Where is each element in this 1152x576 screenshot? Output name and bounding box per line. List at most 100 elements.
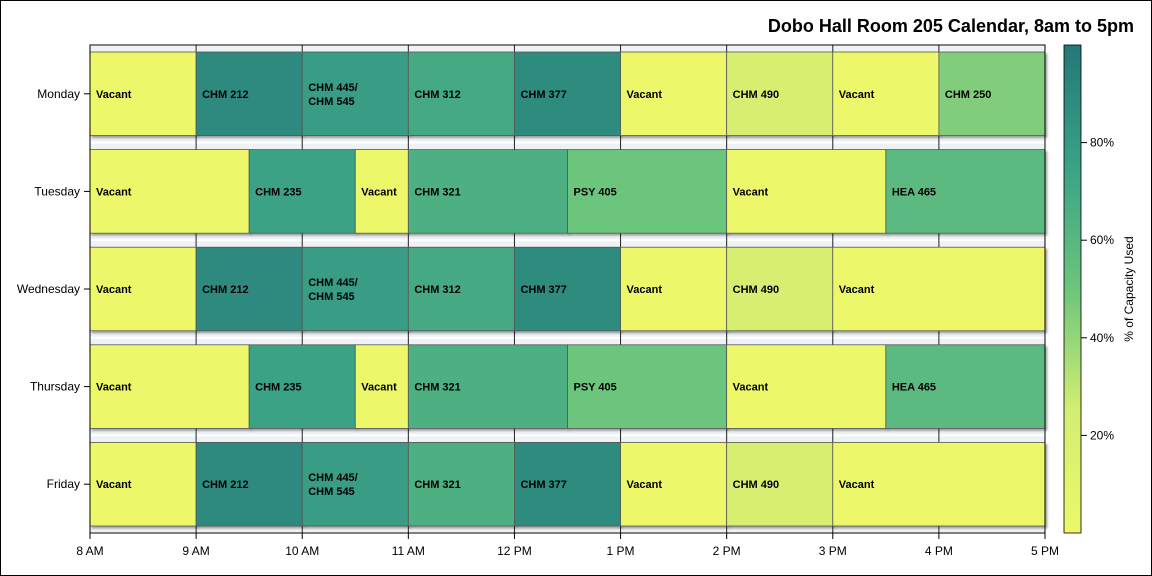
block-label: Vacant — [627, 89, 663, 101]
schedule-block — [726, 51, 834, 136]
y-tick-label: Wednesday — [17, 282, 80, 296]
x-tick-label: 12 PM — [497, 544, 532, 558]
block-label: Vacant — [733, 186, 769, 198]
block-label: Vacant — [733, 382, 769, 394]
schedule-block — [89, 344, 250, 429]
schedule-block — [195, 51, 303, 136]
block-label: CHM 445/CHM 545 — [308, 472, 358, 498]
schedule-block — [301, 246, 409, 332]
band-separator — [90, 336, 1045, 339]
schedule-block — [354, 149, 409, 234]
schedule-block — [89, 246, 197, 332]
block-label: CHM 321 — [414, 186, 460, 198]
colorbar-tick-label: 80% — [1090, 136, 1114, 150]
schedule-block — [885, 344, 1046, 429]
block-label: CHM 250 — [945, 89, 991, 101]
schedule-block — [407, 246, 515, 332]
block-label: Vacant — [361, 186, 397, 198]
x-tick-label: 3 PM — [819, 544, 847, 558]
block-label: Vacant — [627, 284, 663, 296]
schedule-block — [832, 51, 940, 136]
schedule-block — [514, 441, 621, 527]
schedule-block — [567, 344, 728, 429]
colorbar-tick-label: 40% — [1090, 331, 1114, 345]
block-label: Vacant — [96, 89, 132, 101]
block-label: CHM 321 — [414, 479, 460, 491]
block-label: Vacant — [839, 479, 875, 491]
block-label: HEA 465 — [892, 382, 936, 394]
y-tick-label: Friday — [47, 477, 80, 491]
schedule-block — [354, 344, 409, 429]
block-label: CHM 321 — [414, 382, 460, 394]
block-label: Vacant — [361, 382, 397, 394]
schedule-block — [885, 149, 1046, 234]
block-label: Vacant — [839, 284, 875, 296]
schedule-block — [938, 51, 1046, 136]
x-tick-label: 11 AM — [392, 544, 425, 558]
colorbar-label: % of Capacity Used — [1122, 236, 1136, 341]
block-label: CHM 212 — [202, 89, 248, 101]
block-label: CHM 445/CHM 545 — [308, 277, 358, 303]
schedule-block — [726, 149, 887, 234]
block-label: HEA 465 — [892, 186, 936, 198]
colorbar — [1063, 44, 1082, 534]
band-separator — [90, 434, 1045, 437]
block-label: CHM 377 — [520, 479, 566, 491]
block-label: CHM 490 — [733, 479, 779, 491]
block-label: CHM 212 — [202, 284, 248, 296]
schedule-block — [620, 51, 728, 136]
y-tick-label: Monday — [37, 87, 80, 101]
schedule-block — [89, 51, 197, 136]
block-label: CHM 490 — [733, 284, 779, 296]
x-tick-label: 2 PM — [713, 544, 741, 558]
x-tick-label: 9 AM — [182, 544, 209, 558]
block-label: CHM 235 — [255, 186, 301, 198]
block-label: CHM 235 — [255, 382, 301, 394]
block-label: CHM 312 — [414, 284, 460, 296]
schedule-block — [620, 441, 728, 527]
plot-border — [89, 44, 1046, 534]
schedule-block — [407, 441, 515, 527]
x-tick-label: 10 AM — [285, 544, 319, 558]
schedule-block — [248, 344, 356, 429]
schedule-block — [726, 246, 834, 332]
schedule-block — [301, 51, 409, 136]
block-label: Vacant — [96, 186, 132, 198]
schedule-block — [726, 441, 834, 527]
block-label: CHM 212 — [202, 479, 248, 491]
x-tick-label: 8 AM — [76, 544, 103, 558]
y-tick-label: Tuesday — [34, 184, 80, 198]
schedule-block — [514, 51, 621, 136]
schedule-block — [726, 344, 887, 429]
block-label: CHM 377 — [520, 89, 566, 101]
block-label: Vacant — [96, 382, 132, 394]
x-tick-label: 4 PM — [925, 544, 953, 558]
block-label: PSY 405 — [574, 186, 617, 198]
y-tick-label: Thursday — [30, 380, 80, 394]
schedule-block — [514, 246, 621, 332]
block-label: PSY 405 — [574, 382, 617, 394]
schedule-block — [620, 246, 728, 332]
schedule-block — [407, 344, 568, 429]
block-label: CHM 312 — [414, 89, 460, 101]
schedule-block — [567, 149, 728, 234]
block-label: Vacant — [839, 89, 875, 101]
x-tick-label: 1 PM — [607, 544, 635, 558]
schedule-block — [195, 441, 303, 527]
block-label: Vacant — [96, 479, 132, 491]
schedule-block — [832, 246, 1046, 332]
schedule-block — [407, 149, 568, 234]
block-label: CHM 490 — [733, 89, 779, 101]
colorbar-tick-label: 60% — [1090, 233, 1114, 247]
schedule-block — [248, 149, 356, 234]
band-separator — [90, 239, 1045, 242]
band-separator — [90, 141, 1045, 144]
block-label: CHM 445/CHM 545 — [308, 82, 358, 108]
block-label: CHM 377 — [520, 284, 566, 296]
chart-title: Dobo Hall Room 205 Calendar, 8am to 5pm — [768, 16, 1134, 36]
schedule-block — [89, 441, 197, 527]
block-label: Vacant — [627, 479, 663, 491]
block-label: Vacant — [96, 284, 132, 296]
x-tick-label: 5 PM — [1031, 544, 1059, 558]
